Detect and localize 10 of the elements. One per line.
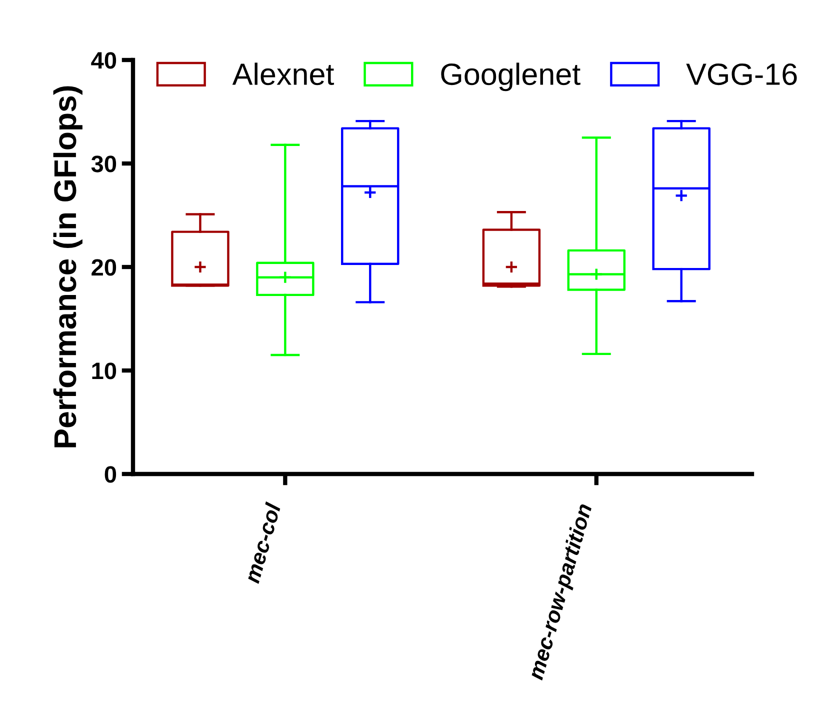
y-tick-label: 20 [92, 259, 116, 276]
y-tick-label: 30 [91, 156, 116, 172]
legend-label: Googlenet [441, 62, 580, 92]
y-tick-label: 40 [91, 52, 116, 69]
y-tick-label: 0 [104, 466, 116, 483]
y-axis-title: Performance (in GFlops) [53, 86, 82, 448]
legend-label: Alexnet [232, 62, 334, 86]
x-tick-label: mec-col [244, 501, 282, 584]
legend-label: VGG-16 [686, 63, 797, 86]
y-tick-label: 10 [92, 362, 116, 380]
